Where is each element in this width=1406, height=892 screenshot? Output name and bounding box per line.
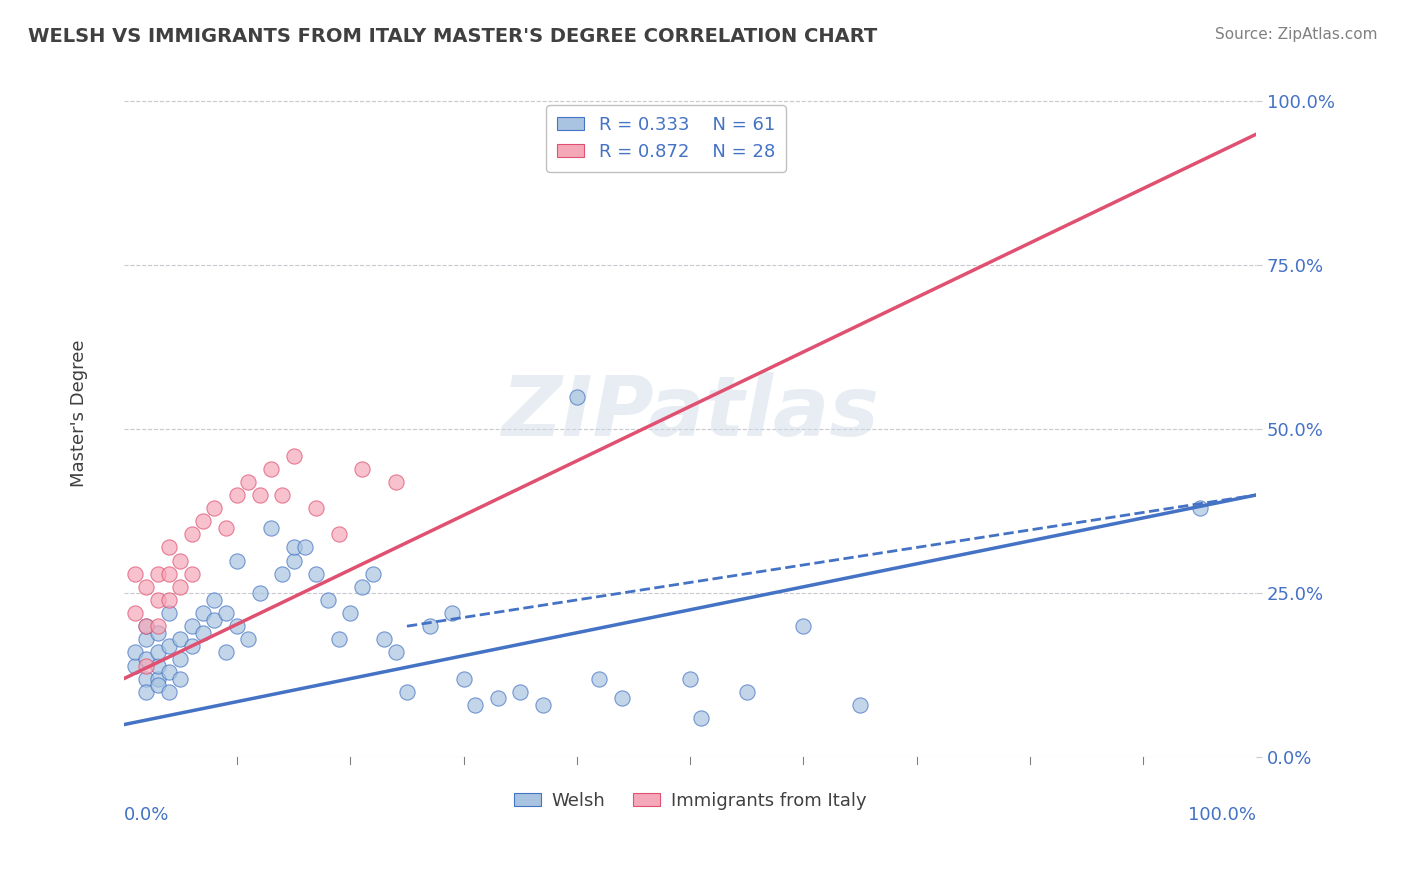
Point	[146, 566, 169, 581]
Point	[441, 606, 464, 620]
Point	[531, 698, 554, 712]
Point	[191, 514, 214, 528]
Point	[157, 593, 180, 607]
Point	[135, 632, 157, 647]
Point	[146, 625, 169, 640]
Point	[271, 488, 294, 502]
Point	[124, 645, 146, 659]
Text: 100.0%: 100.0%	[1188, 805, 1257, 823]
Point	[373, 632, 395, 647]
Point	[260, 461, 283, 475]
Point	[204, 501, 226, 516]
Point	[283, 553, 305, 567]
Point	[486, 691, 509, 706]
Point	[146, 593, 169, 607]
Point	[249, 488, 271, 502]
Point	[610, 691, 633, 706]
Point	[238, 475, 260, 489]
Point	[135, 658, 157, 673]
Point	[146, 678, 169, 692]
Point	[124, 606, 146, 620]
Point	[350, 580, 373, 594]
Point	[135, 580, 157, 594]
Point	[135, 685, 157, 699]
Point	[146, 645, 169, 659]
Legend: Welsh, Immigrants from Italy: Welsh, Immigrants from Italy	[506, 785, 873, 817]
Point	[384, 645, 406, 659]
Point	[180, 619, 202, 633]
Point	[384, 475, 406, 489]
Point	[146, 672, 169, 686]
Point	[361, 566, 384, 581]
Text: Source: ZipAtlas.com: Source: ZipAtlas.com	[1215, 27, 1378, 42]
Point	[169, 553, 191, 567]
Point	[157, 665, 180, 679]
Point	[350, 461, 373, 475]
Point	[124, 658, 146, 673]
Point	[157, 606, 180, 620]
Point	[1188, 501, 1211, 516]
Text: 0.0%: 0.0%	[124, 805, 169, 823]
Point	[294, 541, 316, 555]
Point	[464, 698, 486, 712]
Point	[249, 586, 271, 600]
Point	[226, 553, 249, 567]
Point	[169, 652, 191, 666]
Point	[180, 639, 202, 653]
Point	[146, 619, 169, 633]
Point	[509, 685, 531, 699]
Point	[453, 672, 475, 686]
Point	[238, 632, 260, 647]
Point	[328, 527, 350, 541]
Point	[271, 566, 294, 581]
Text: Master's Degree: Master's Degree	[69, 339, 87, 487]
Point	[283, 541, 305, 555]
Point	[215, 521, 238, 535]
Text: ZIPatlas: ZIPatlas	[501, 373, 879, 453]
Point	[204, 593, 226, 607]
Point	[157, 639, 180, 653]
Point	[305, 501, 328, 516]
Text: WELSH VS IMMIGRANTS FROM ITALY MASTER'S DEGREE CORRELATION CHART: WELSH VS IMMIGRANTS FROM ITALY MASTER'S …	[28, 27, 877, 45]
Point	[226, 488, 249, 502]
Point	[260, 521, 283, 535]
Point	[792, 619, 814, 633]
Point	[283, 449, 305, 463]
Point	[204, 613, 226, 627]
Point	[679, 672, 702, 686]
Point	[135, 652, 157, 666]
Point	[135, 619, 157, 633]
Point	[305, 566, 328, 581]
Point	[169, 672, 191, 686]
Point	[180, 527, 202, 541]
Point	[328, 632, 350, 647]
Point	[690, 711, 713, 725]
Point	[157, 566, 180, 581]
Point	[226, 619, 249, 633]
Point	[191, 606, 214, 620]
Point	[849, 698, 872, 712]
Point	[124, 566, 146, 581]
Point	[565, 390, 588, 404]
Point	[135, 672, 157, 686]
Point	[588, 672, 610, 686]
Point	[180, 566, 202, 581]
Point	[191, 625, 214, 640]
Point	[135, 619, 157, 633]
Point	[215, 606, 238, 620]
Point	[215, 645, 238, 659]
Point	[169, 580, 191, 594]
Point	[395, 685, 418, 699]
Point	[735, 685, 758, 699]
Point	[146, 658, 169, 673]
Point	[157, 685, 180, 699]
Point	[419, 619, 441, 633]
Point	[339, 606, 361, 620]
Point	[169, 632, 191, 647]
Point	[316, 593, 339, 607]
Point	[157, 541, 180, 555]
